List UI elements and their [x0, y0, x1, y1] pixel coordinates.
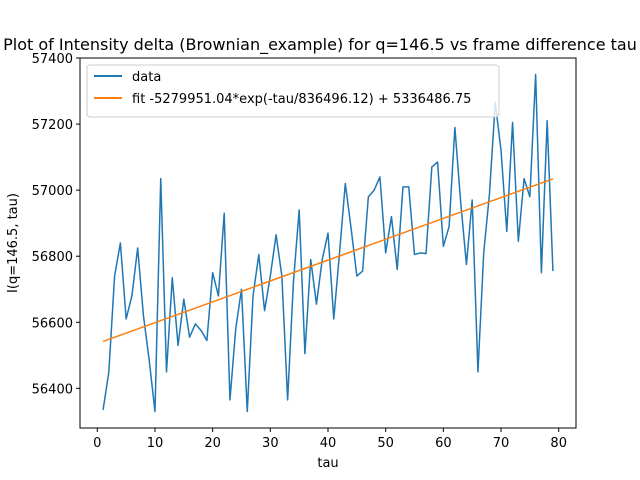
y-tick-label: 57400 — [32, 52, 73, 67]
x-axis-label: tau — [317, 456, 338, 471]
x-tick-label: 20 — [204, 436, 221, 451]
x-tick-label: 10 — [147, 436, 164, 451]
y-tick-label: 56800 — [32, 250, 73, 265]
legend: data fit -5279951.04*exp(-tau/836496.12)… — [86, 64, 500, 118]
x-tick-label: 50 — [377, 436, 394, 451]
y-tick-label: 56400 — [32, 382, 73, 397]
legend-label-fit: fit -5279951.04*exp(-tau/836496.12) + 53… — [132, 92, 471, 107]
x-tick-label: 30 — [262, 436, 279, 451]
x-tick-label: 60 — [435, 436, 452, 451]
y-axis-label: I(q=146.5, tau) — [6, 193, 21, 293]
series-layer — [102, 73, 554, 413]
x-tick-label: 40 — [320, 436, 337, 451]
x-axis: 0 10 20 30 40 50 60 70 80 — [93, 428, 567, 451]
series-data-line — [102, 73, 554, 413]
y-tick-label: 57200 — [32, 118, 73, 133]
legend-box — [86, 64, 500, 118]
x-tick-label: 80 — [550, 436, 567, 451]
x-tick-label: 70 — [493, 436, 510, 451]
y-tick-label: 56600 — [32, 316, 73, 331]
chart-title: Plot of Intensity delta (Brownian_exampl… — [3, 35, 637, 55]
y-axis: 56400 56600 56800 57000 57200 57400 — [32, 52, 80, 397]
series-fit-line — [102, 178, 554, 343]
y-tick-label: 57000 — [32, 184, 73, 199]
legend-label-data: data — [132, 70, 161, 85]
x-tick-label: 0 — [93, 436, 101, 451]
